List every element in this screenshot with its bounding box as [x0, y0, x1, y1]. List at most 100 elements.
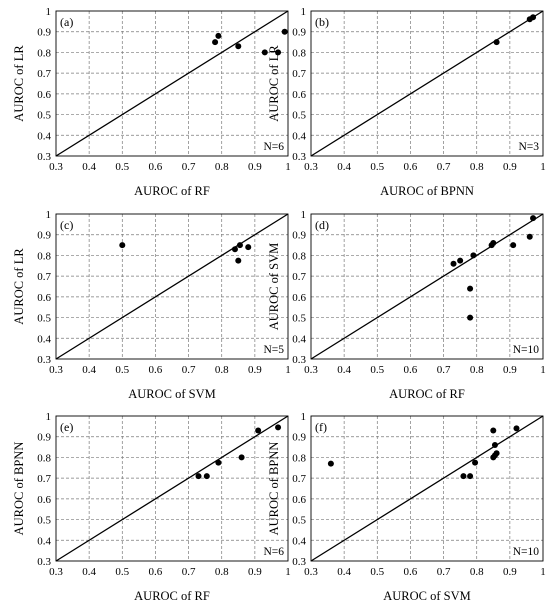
data-point	[281, 28, 288, 35]
x-tick-label: 0.3	[304, 566, 318, 578]
x-tick-label: 0.3	[49, 161, 63, 173]
x-tick-label: 1	[285, 566, 291, 578]
y-axis-label: AUROC of LR	[12, 45, 26, 122]
x-tick-label: 0.5	[370, 364, 384, 376]
y-tick-label: 0.3	[37, 556, 51, 568]
data-point	[235, 43, 242, 50]
data-point	[510, 242, 517, 249]
panel-label: (b)	[315, 15, 329, 29]
x-tick-label: 0.7	[437, 161, 451, 173]
y-tick-label: 0.9	[37, 230, 51, 242]
data-point	[472, 459, 479, 466]
data-point	[238, 454, 245, 461]
plot-frame	[310, 10, 544, 157]
sample-count-label: N=3	[518, 141, 539, 153]
y-tick-label: 0.4	[292, 130, 306, 142]
x-axis-label: AUROC of SVM	[383, 589, 471, 603]
y-tick-label: 0.3	[37, 354, 51, 366]
x-tick-label: 0.9	[248, 161, 262, 173]
y-tick-label: 0.4	[37, 333, 51, 345]
x-tick-label: 0.9	[248, 566, 262, 578]
data-point	[245, 244, 252, 251]
plot-frame	[310, 213, 544, 360]
x-axis-label: AUROC of SVM	[128, 387, 216, 401]
y-tick-label: 0.8	[37, 47, 51, 59]
data-point	[513, 425, 520, 432]
panel-label: (e)	[60, 420, 73, 434]
y-tick-label: 0.4	[37, 130, 51, 142]
data-point	[212, 39, 219, 46]
y-tick-label: 1	[301, 6, 307, 18]
y-tick-label: 0.5	[37, 515, 51, 527]
data-point	[119, 242, 126, 249]
y-tick-label: 0.6	[292, 292, 306, 304]
chart-panel: 0.3 0.4 0.5 0.6 0.7 0.8 0.9 10.30.40.50.60.70.8…	[267, 209, 546, 401]
x-tick-label: 0.6	[149, 364, 163, 376]
data-point	[530, 215, 537, 222]
y-tick-label: 0.7	[37, 271, 51, 283]
plot-frame	[55, 213, 289, 360]
y-tick-label: 0.3	[292, 354, 306, 366]
data-point	[327, 460, 334, 467]
y-tick-label: 0.3	[37, 151, 51, 163]
x-tick-label: 0.4	[82, 566, 96, 578]
data-point	[467, 473, 474, 480]
y-axis-label: AUROC of LR	[267, 45, 281, 122]
x-tick-label: 0.6	[404, 364, 418, 376]
y-tick-label: 0.7	[37, 473, 51, 485]
sample-count-label: N=10	[513, 546, 540, 558]
x-tick-label: 0.5	[370, 161, 384, 173]
y-tick-label: 0.7	[292, 68, 306, 80]
y-tick-label: 1	[301, 411, 307, 423]
reference-line	[55, 10, 289, 157]
panel-label: (d)	[315, 218, 329, 232]
x-tick-label: 0.6	[149, 566, 163, 578]
reference-line	[310, 415, 544, 562]
y-tick-label: 0.5	[292, 313, 306, 325]
x-tick-label: 0.6	[149, 161, 163, 173]
y-tick-label: 0.9	[37, 432, 51, 444]
data-point	[231, 246, 238, 253]
plot-frame	[55, 415, 289, 562]
y-tick-label: 0.7	[292, 271, 306, 283]
data-point	[493, 450, 500, 457]
y-tick-label: 1	[46, 411, 52, 423]
y-tick-label: 0.6	[37, 292, 51, 304]
y-axis-label: AUROC of LR	[12, 248, 26, 325]
x-tick-label: 0.9	[503, 364, 517, 376]
data-point	[275, 424, 282, 431]
data-point	[195, 473, 202, 480]
x-tick-label: 0.9	[503, 566, 517, 578]
x-tick-label: 0.3	[49, 566, 63, 578]
y-tick-label: 0.8	[37, 250, 51, 262]
x-tick-label: 0.5	[115, 566, 129, 578]
x-tick-label: 0.5	[115, 161, 129, 173]
data-point	[215, 459, 222, 466]
y-tick-label: 0.4	[292, 333, 306, 345]
y-tick-label: 0.6	[37, 494, 51, 506]
y-tick-label: 0.6	[37, 89, 51, 101]
data-point	[235, 257, 242, 264]
chart-panel: 0.3 0.4 0.5 0.6 0.7 0.8 0.9 10.30.40.50.60.70.8…	[12, 6, 291, 198]
data-point	[493, 39, 500, 46]
x-tick-label: 0.7	[182, 364, 196, 376]
sample-count-label: N=6	[263, 546, 284, 558]
data-point	[236, 242, 243, 249]
x-tick-label: 0.8	[215, 161, 229, 173]
x-tick-label: 1	[285, 364, 291, 376]
x-axis-label: AUROC of RF	[389, 387, 465, 401]
plot-frame	[55, 10, 289, 157]
data-point	[215, 32, 222, 39]
y-tick-label: 1	[46, 6, 52, 18]
x-tick-label: 0.7	[182, 566, 196, 578]
y-tick-label: 0.8	[292, 250, 306, 262]
data-point	[470, 252, 477, 259]
x-tick-label: 0.5	[115, 364, 129, 376]
y-tick-label: 0.3	[292, 151, 306, 163]
x-tick-label: 0.4	[337, 566, 351, 578]
x-tick-label: 0.7	[182, 161, 196, 173]
panel-label: (f)	[315, 420, 327, 434]
x-tick-label: 0.5	[370, 566, 384, 578]
y-tick-label: 0.9	[37, 27, 51, 39]
